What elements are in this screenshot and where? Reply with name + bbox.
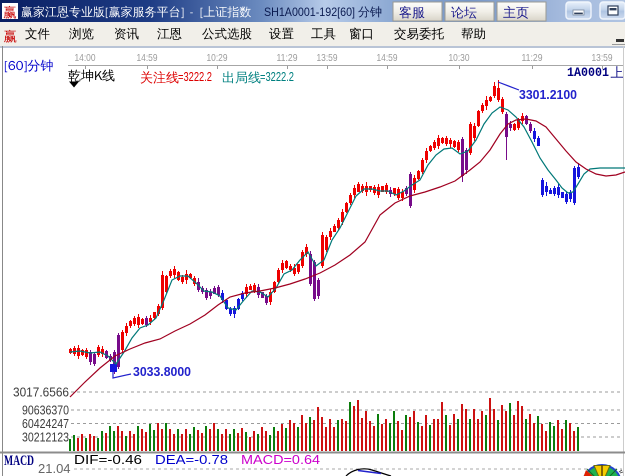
svg-text:10:30: 10:30 (449, 52, 470, 64)
svg-text:10:29: 10:29 (207, 52, 228, 64)
svg-text:DIF=-0.46: DIF=-0.46 (74, 452, 142, 467)
svg-text:=3222.2: =3222.2 (260, 70, 294, 84)
svg-text:MACD: MACD (4, 453, 34, 469)
svg-text:3017.6566: 3017.6566 (13, 386, 69, 400)
svg-text:=3222.2: =3222.2 (178, 70, 212, 84)
svg-text:14:59: 14:59 (137, 52, 158, 64)
svg-text:3033.8000: 3033.8000 (133, 364, 191, 379)
svg-text:13:59: 13:59 (592, 52, 613, 64)
svg-text:SH1A0001-192[60]: SH1A0001-192[60] (264, 5, 355, 19)
svg-text:11:29: 11:29 (277, 52, 298, 64)
svg-text:90636370: 90636370 (22, 404, 69, 418)
svg-text:DEA=-0.78: DEA=-0.78 (155, 452, 228, 467)
svg-text:MACD=0.64: MACD=0.64 (241, 452, 320, 467)
svg-text:30212123: 30212123 (22, 431, 69, 445)
svg-text:60424247: 60424247 (22, 417, 69, 431)
svg-text:13:59: 13:59 (317, 52, 338, 64)
svg-text:1A0001: 1A0001 (567, 65, 609, 80)
svg-text:14:59: 14:59 (377, 52, 398, 64)
svg-text:14:00: 14:00 (75, 52, 96, 64)
svg-text:3301.2100: 3301.2100 (519, 87, 577, 102)
svg-text:21.04: 21.04 (38, 461, 71, 476)
svg-text:11:29: 11:29 (522, 52, 543, 64)
